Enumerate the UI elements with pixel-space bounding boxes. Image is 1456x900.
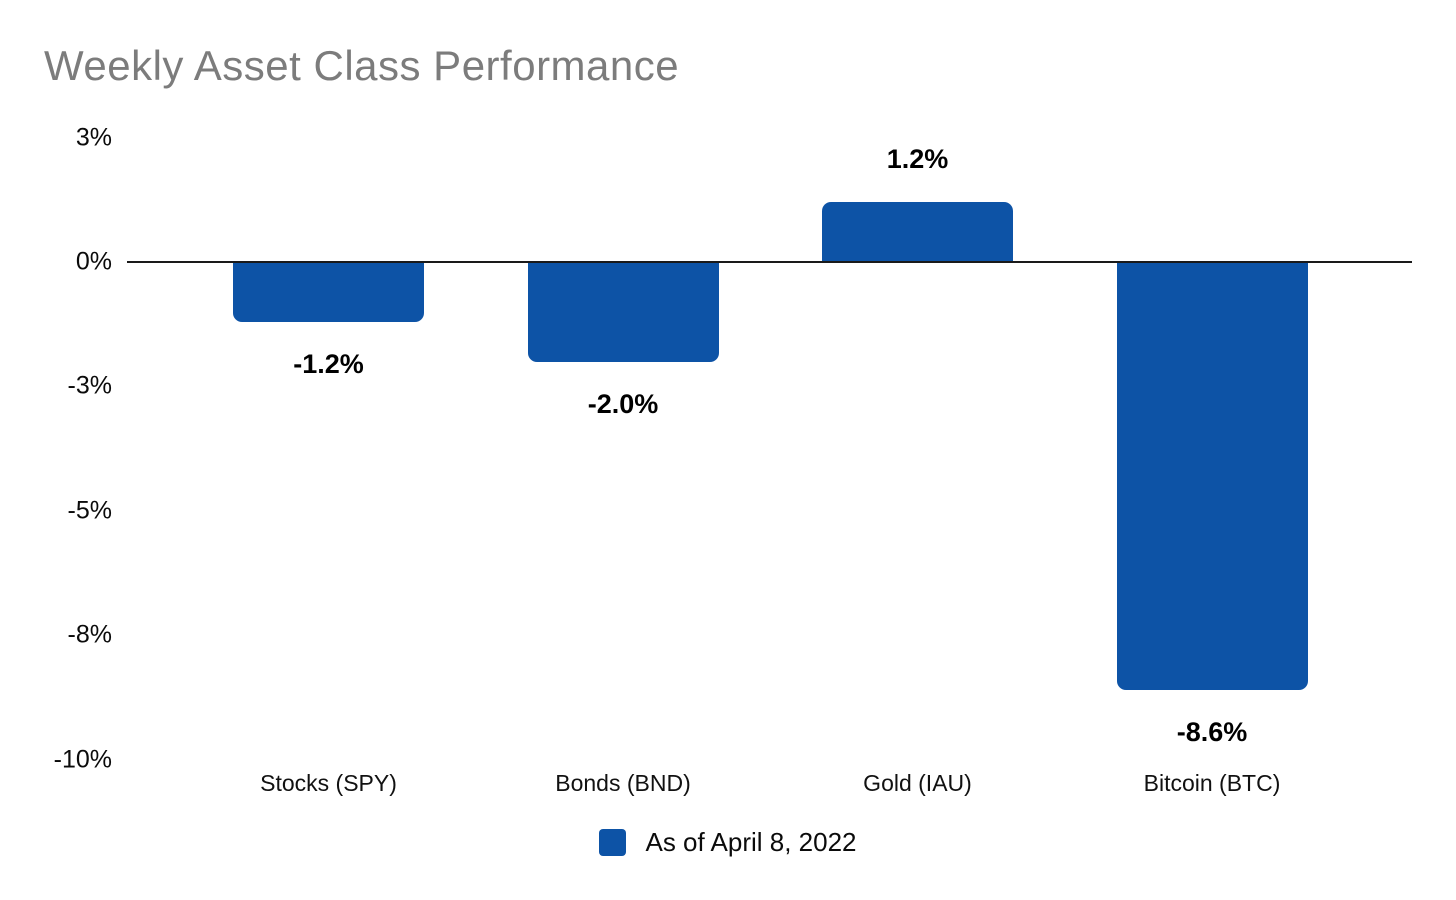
y-axis-tick-label: -5% bbox=[67, 496, 112, 525]
x-axis-category-label: Stocks (SPY) bbox=[260, 770, 397, 796]
x-axis-category-label: Gold (IAU) bbox=[863, 770, 972, 796]
y-axis-tick-label: -10% bbox=[53, 745, 112, 774]
legend-label: As of April 8, 2022 bbox=[645, 826, 857, 857]
x-axis-category-label: Bitcoin (BTC) bbox=[1143, 770, 1281, 796]
legend: As of April 8, 2022 bbox=[0, 822, 1456, 862]
y-axis-tick-label: -8% bbox=[67, 620, 112, 649]
bar-value-label: -1.2% bbox=[293, 348, 364, 379]
x-axis-category-label: Bonds (BND) bbox=[555, 770, 691, 796]
bar-bonds-bnd bbox=[527, 262, 719, 362]
bar-stocks-spy bbox=[233, 262, 424, 322]
bar-bitcoin-btc bbox=[1116, 262, 1308, 690]
zero-axis-line bbox=[127, 261, 1412, 263]
bar-value-label: -8.6% bbox=[1176, 716, 1248, 747]
bar-value-label: -2.0% bbox=[587, 388, 659, 419]
chart-title: Weekly Asset Class Performance bbox=[44, 42, 680, 89]
legend-swatch-icon bbox=[599, 828, 627, 856]
bar-gold-iau bbox=[822, 202, 1013, 262]
y-axis-tick-label: -3% bbox=[67, 371, 112, 400]
bar-value-label: 1.2% bbox=[886, 144, 949, 175]
y-axis-tick-label: 0% bbox=[75, 247, 112, 276]
y-axis-tick-label: 3% bbox=[75, 123, 112, 152]
